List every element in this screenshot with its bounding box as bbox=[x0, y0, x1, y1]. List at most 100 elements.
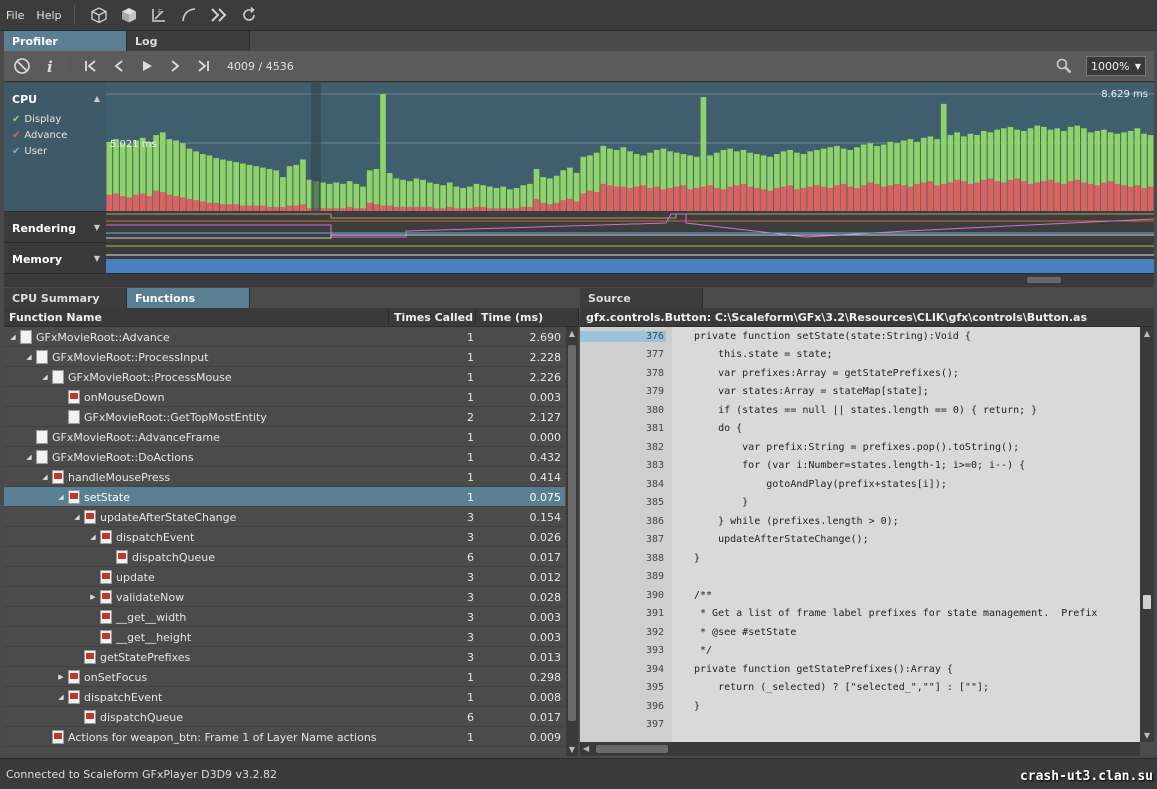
line-number[interactable]: 396 bbox=[645, 700, 664, 712]
legend-advance[interactable]: ✔ Advance bbox=[12, 130, 67, 141]
line-number[interactable]: 384 bbox=[645, 478, 664, 490]
table-row[interactable]: ◢ GFxMovieRoot::ProcessInput 1 2.228 bbox=[4, 347, 565, 367]
scroll-up-icon[interactable]: ▲ bbox=[568, 329, 576, 338]
functions-scroll-thumb[interactable] bbox=[568, 345, 576, 721]
table-row[interactable]: GFxMovieRoot::AdvanceFrame 1 0.000 bbox=[4, 427, 565, 447]
zoom-select[interactable]: 1000% ▼ bbox=[1086, 56, 1146, 76]
legend-display[interactable]: ✔ Display bbox=[12, 114, 61, 125]
memory-section[interactable]: Memory ▼ bbox=[4, 242, 106, 273]
cube-solid-icon[interactable] bbox=[117, 3, 141, 27]
line-number[interactable]: 380 bbox=[645, 404, 664, 416]
tab-source[interactable]: Source bbox=[580, 288, 703, 308]
graph-scrollbar[interactable] bbox=[4, 273, 1154, 287]
line-number[interactable]: 390 bbox=[645, 589, 664, 601]
edge-icon[interactable]: E bbox=[147, 3, 171, 27]
line-number[interactable]: 385 bbox=[645, 497, 664, 509]
curve-icon[interactable] bbox=[177, 3, 201, 27]
col-times-called[interactable]: Times Called bbox=[389, 308, 476, 327]
line-number[interactable]: 386 bbox=[645, 515, 664, 527]
expanded-icon[interactable]: ◢ bbox=[74, 513, 80, 521]
rendering-section[interactable]: Rendering ▼ bbox=[4, 211, 106, 242]
refresh-icon[interactable] bbox=[237, 3, 261, 27]
line-number[interactable]: 382 bbox=[645, 441, 664, 453]
line-number[interactable]: 383 bbox=[645, 460, 664, 472]
table-row[interactable]: __get__width 3 0.003 bbox=[4, 607, 565, 627]
table-row[interactable]: ◢ GFxMovieRoot::Advance 1 2.690 bbox=[4, 327, 565, 347]
line-number[interactable]: 389 bbox=[645, 571, 664, 583]
col-function-name[interactable]: Function Name bbox=[4, 308, 389, 327]
line-number[interactable]: 393 bbox=[645, 645, 664, 657]
info-icon[interactable]: i bbox=[36, 52, 64, 80]
cube-wire-icon[interactable] bbox=[87, 3, 111, 27]
play-icon[interactable] bbox=[133, 52, 161, 80]
stop-icon[interactable] bbox=[8, 52, 36, 80]
line-number[interactable]: 377 bbox=[645, 349, 664, 361]
code-hscrollbar[interactable]: ◀ bbox=[580, 742, 1140, 756]
line-number[interactable]: 391 bbox=[645, 608, 664, 620]
menu-file[interactable]: File bbox=[6, 8, 25, 22]
tab-cpu-summary[interactable]: CPU Summary bbox=[4, 288, 127, 308]
expanded-icon[interactable]: ◢ bbox=[42, 473, 48, 481]
expanded-icon[interactable]: ◢ bbox=[10, 333, 16, 341]
tab-log[interactable]: Log bbox=[127, 31, 250, 51]
code-scrollbar[interactable]: ▲ ▼ bbox=[1140, 327, 1154, 742]
expanded-icon[interactable]: ◢ bbox=[26, 453, 32, 461]
table-row[interactable]: update 3 0.012 bbox=[4, 567, 565, 587]
scroll-left-icon[interactable]: ◀ bbox=[583, 744, 590, 753]
table-row[interactable]: GFxMovieRoot::GetTopMostEntity 2 2.127 bbox=[4, 407, 565, 427]
tab-functions[interactable]: Functions bbox=[127, 288, 250, 308]
line-number[interactable]: 378 bbox=[645, 367, 664, 379]
collapse-icon[interactable]: ▲ bbox=[93, 94, 100, 103]
scroll-up-icon[interactable]: ▲ bbox=[1143, 329, 1151, 338]
line-number[interactable]: 376 bbox=[580, 330, 666, 342]
code-hscroll-thumb[interactable] bbox=[596, 745, 668, 753]
table-row[interactable]: getStatePrefixes 3 0.013 bbox=[4, 647, 565, 667]
line-number[interactable]: 392 bbox=[645, 626, 664, 638]
table-row[interactable]: ◢ setState 1 0.075 bbox=[4, 487, 565, 507]
prev-frame-icon[interactable] bbox=[105, 52, 133, 80]
legend-user[interactable]: ✔ User bbox=[12, 146, 47, 157]
next-frame-icon[interactable] bbox=[161, 52, 189, 80]
functions-scrollbar[interactable]: ▲ ▼ bbox=[566, 327, 578, 756]
cpu-section[interactable]: CPU ▲ bbox=[4, 83, 106, 211]
code-view[interactable]: 376 private function setState(state:Strin… bbox=[580, 327, 1140, 742]
line-number[interactable]: 381 bbox=[645, 423, 664, 435]
table-row[interactable]: Actions for weapon_btn: Frame 1 of Layer… bbox=[4, 727, 565, 747]
line-number[interactable]: 387 bbox=[645, 534, 664, 546]
expanded-icon[interactable]: ◢ bbox=[42, 373, 48, 381]
line-number[interactable]: 379 bbox=[645, 386, 664, 398]
table-row[interactable]: __get__height 3 0.003 bbox=[4, 627, 565, 647]
line-number[interactable]: 397 bbox=[645, 719, 664, 731]
cpu-graph[interactable]: 8.629 ms 5.021 ms bbox=[106, 83, 1154, 273]
graph-scroll-thumb[interactable] bbox=[1027, 277, 1061, 283]
table-row[interactable]: ▶ onSetFocus 1 0.298 bbox=[4, 667, 565, 687]
collapsed-icon[interactable]: ▶ bbox=[58, 673, 64, 681]
expanded-icon[interactable]: ◢ bbox=[90, 533, 96, 541]
expanded-icon[interactable]: ◢ bbox=[58, 693, 64, 701]
code-scroll-thumb[interactable] bbox=[1143, 595, 1151, 609]
table-row[interactable]: ◢ handleMousePress 1 0.414 bbox=[4, 467, 565, 487]
line-number[interactable]: 388 bbox=[645, 552, 664, 564]
expand-icon[interactable]: ▼ bbox=[93, 223, 100, 232]
tab-profiler[interactable]: Profiler bbox=[4, 31, 127, 51]
table-row[interactable]: ◢ dispatchEvent 3 0.026 bbox=[4, 527, 565, 547]
line-number[interactable]: 394 bbox=[645, 663, 664, 675]
table-row[interactable]: ▶ validateNow 3 0.028 bbox=[4, 587, 565, 607]
table-row[interactable]: ◢ GFxMovieRoot::ProcessMouse 1 2.226 bbox=[4, 367, 565, 387]
first-frame-icon[interactable] bbox=[77, 52, 105, 80]
last-frame-icon[interactable] bbox=[189, 52, 217, 80]
scroll-down-icon[interactable]: ▼ bbox=[568, 745, 576, 754]
magnifier-icon[interactable] bbox=[1050, 52, 1078, 80]
double-chevron-icon[interactable] bbox=[207, 3, 231, 27]
table-row[interactable]: ◢ dispatchEvent 1 0.008 bbox=[4, 687, 565, 707]
menu-help[interactable]: Help bbox=[36, 8, 62, 22]
expanded-icon[interactable]: ◢ bbox=[26, 353, 32, 361]
line-number[interactable]: 395 bbox=[645, 682, 664, 694]
expanded-icon[interactable]: ◢ bbox=[58, 493, 64, 501]
scroll-down-icon[interactable]: ▼ bbox=[1143, 731, 1151, 740]
col-time-ms[interactable]: Time (ms) bbox=[476, 308, 579, 327]
expand-icon[interactable]: ▼ bbox=[93, 254, 100, 263]
table-row[interactable]: dispatchQueue 6 0.017 bbox=[4, 547, 565, 567]
table-row[interactable]: ◢ GFxMovieRoot::DoActions 1 0.432 bbox=[4, 447, 565, 467]
table-row[interactable]: onMouseDown 1 0.003 bbox=[4, 387, 565, 407]
